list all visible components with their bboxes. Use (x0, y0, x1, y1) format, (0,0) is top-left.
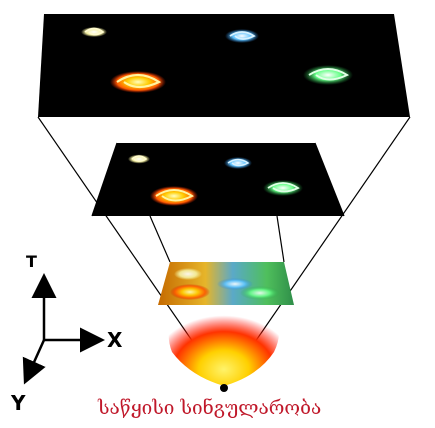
galaxy-spiral-icon (170, 268, 280, 300)
initial-fireball (168, 303, 280, 386)
galaxy-spiral-icon (303, 65, 353, 85)
galaxy-spiral-icon (224, 157, 252, 169)
galaxy-spiral-icon (81, 27, 107, 37)
galaxy-spiral-icon (263, 180, 303, 196)
axis-label-t: T (26, 252, 37, 271)
axis-arrow-icon (22, 339, 46, 385)
galaxy-spiral-icon (150, 186, 198, 206)
caption-initial-singularity: საწყისი სინგულარობა (97, 397, 321, 419)
early-universe-plane (158, 262, 294, 305)
galaxy-spiral-icon (110, 71, 166, 93)
galaxy-spiral-icon (128, 154, 150, 164)
present-universe-plane (38, 14, 410, 117)
axis-label-x: X (107, 328, 123, 352)
singularity-dot-icon (220, 384, 228, 392)
middle-universe-plane (92, 143, 344, 216)
galaxy-spiral-icon (225, 29, 259, 43)
axes (22, 273, 105, 385)
axis-label-y: Y (10, 391, 26, 415)
